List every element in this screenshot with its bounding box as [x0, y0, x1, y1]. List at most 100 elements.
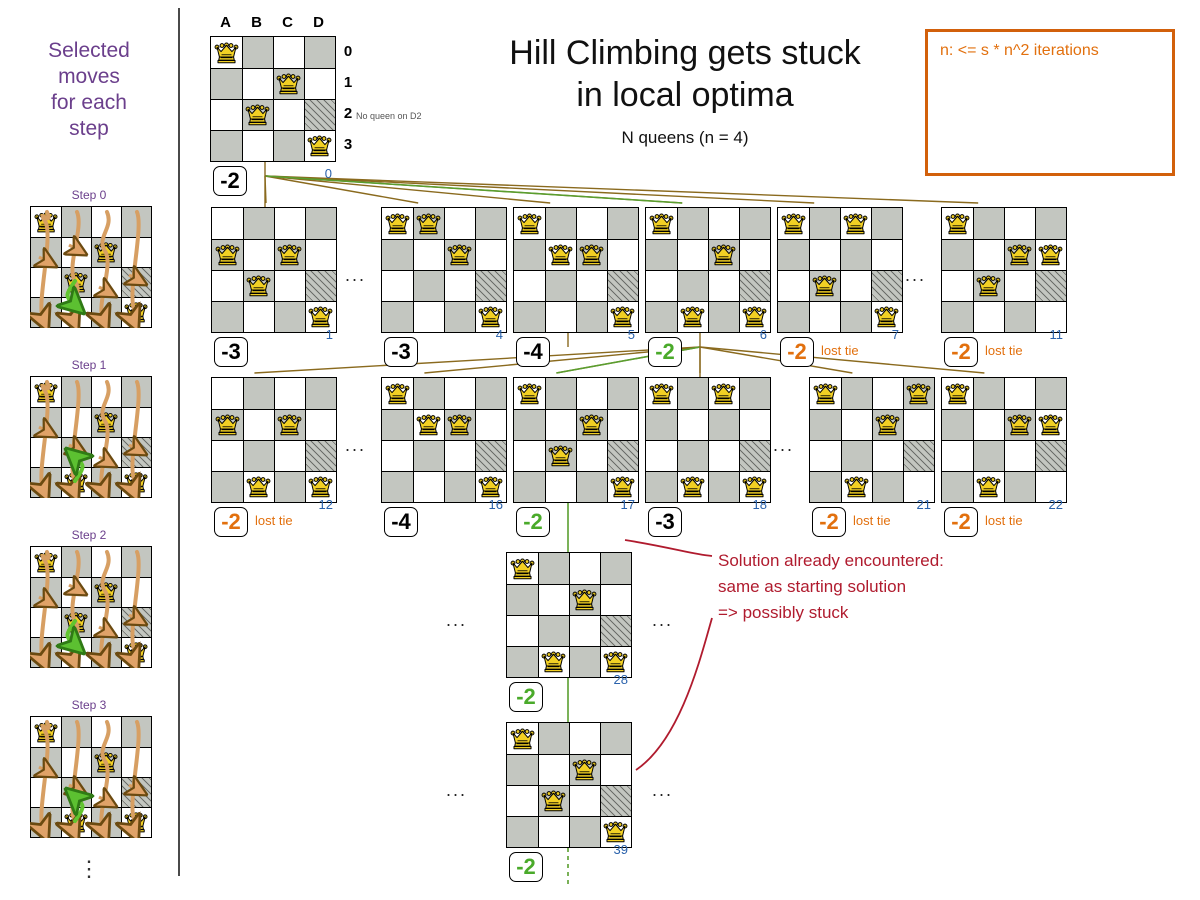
board-cell: [646, 440, 677, 471]
board-cell: [91, 547, 121, 577]
queen-icon: [874, 306, 899, 328]
board-gridline: [31, 297, 151, 298]
queen-piece: [943, 209, 972, 243]
board-cell: [507, 553, 538, 584]
board-cell: [545, 270, 576, 301]
board-cell: [514, 239, 545, 270]
board-cell: [778, 239, 809, 270]
board-cell: [538, 785, 569, 816]
board-cell: [576, 270, 607, 301]
queen-icon: [649, 383, 674, 405]
board-cell: [973, 440, 1004, 471]
board-cell: [212, 208, 243, 239]
board-cell: [31, 777, 61, 807]
step-label-3: Step 3: [71, 698, 107, 712]
board-cell: [1035, 471, 1066, 502]
board-cell: [121, 467, 151, 497]
board-cell: [121, 747, 151, 777]
board-cell: [973, 239, 1004, 270]
board-gridline: [382, 440, 506, 441]
queen-piece: [608, 472, 637, 506]
board-cell: [212, 301, 243, 332]
board-index-18: 18: [752, 497, 767, 512]
board-cell: [382, 471, 413, 502]
board-cell: [121, 547, 151, 577]
queen-icon: [945, 383, 970, 405]
board-index-6: 6: [759, 327, 767, 342]
board-cell: [212, 239, 243, 270]
board-cell: [1004, 409, 1035, 440]
board-gridline: [121, 207, 122, 327]
queen-icon: [124, 472, 148, 493]
board-cell: [91, 777, 121, 807]
board-column-label-A: A: [220, 14, 231, 31]
board-gridline: [31, 607, 151, 608]
board-cell-blocked: [305, 440, 336, 471]
board-gridline: [31, 467, 151, 468]
board-cell: [739, 239, 770, 270]
board-cell: [274, 440, 305, 471]
board-cell: [872, 440, 903, 471]
board-cell: [840, 301, 871, 332]
queen-piece: [243, 100, 272, 134]
board-cell: [942, 301, 973, 332]
board-cell: [91, 607, 121, 637]
board-index-16: 16: [488, 497, 503, 512]
board-gridline: [514, 270, 638, 271]
stuck-annotation-line-2: same as starting solution: [718, 577, 907, 596]
board-cell: [121, 807, 151, 837]
board-cell: [212, 440, 243, 471]
board-cell: [646, 471, 677, 502]
board-cell: [243, 378, 274, 409]
title-line-2: in local optima: [576, 76, 794, 114]
queen-piece: [62, 808, 90, 841]
tree-board-17: [513, 377, 639, 503]
board-cell: [382, 239, 413, 270]
board-cell: [607, 301, 638, 332]
board-cell: [243, 301, 274, 332]
board-cell: [91, 467, 121, 497]
ellipsis-separator: ...: [652, 610, 674, 630]
board-cell: [739, 471, 770, 502]
board-cell: [841, 471, 872, 502]
queen-icon: [812, 275, 837, 297]
board-gridline: [942, 440, 1066, 441]
board-cell-blocked: [600, 615, 631, 646]
tree-board-22: [941, 377, 1067, 503]
board-cell: [514, 208, 545, 239]
board-gridline: [507, 646, 631, 647]
queen-icon: [579, 414, 604, 436]
board-cell: [778, 208, 809, 239]
board-cell: [31, 207, 61, 237]
board-cell-blocked: [121, 437, 151, 467]
left-panel-heading: Selected moves for each step: [0, 38, 178, 142]
board-cell: [305, 378, 336, 409]
board-score-5: -4: [516, 337, 550, 367]
board-gridline: [382, 301, 506, 302]
queen-icon: [875, 414, 900, 436]
board-gridline: [778, 301, 902, 302]
board-cell: [31, 467, 61, 497]
board-cell: [475, 301, 506, 332]
board-cell: [121, 207, 151, 237]
board-cell: [538, 646, 569, 677]
queen-icon: [308, 306, 333, 328]
board-cell: [413, 409, 444, 440]
board-cell: [646, 208, 677, 239]
ellipsis-separator: ...: [446, 780, 468, 800]
board-cell: [538, 816, 569, 847]
board-cell: [1004, 440, 1035, 471]
board-index-12: 12: [318, 497, 333, 512]
board-cell: [514, 378, 545, 409]
queen-icon: [124, 812, 148, 833]
board-cell: [211, 68, 242, 99]
queen-icon: [64, 272, 88, 293]
board-cell: [872, 378, 903, 409]
queen-icon: [478, 476, 503, 498]
board-cell: [91, 237, 121, 267]
queen-piece: [122, 468, 150, 501]
queen-icon: [307, 135, 332, 157]
board-cell: [61, 637, 91, 667]
queen-icon: [510, 728, 535, 750]
board-cell: [31, 437, 61, 467]
